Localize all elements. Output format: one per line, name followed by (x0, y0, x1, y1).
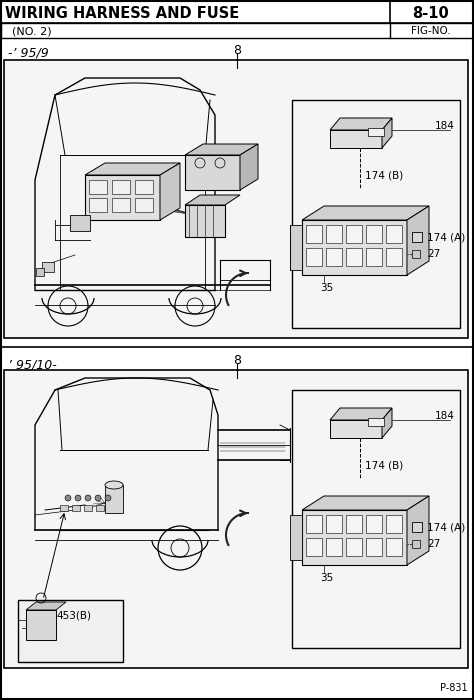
Bar (386, 515, 402, 533)
Text: WIRING HARNESS AND FUSE: WIRING HARNESS AND FUSE (5, 6, 239, 20)
Circle shape (85, 495, 91, 501)
Bar (306, 515, 322, 533)
Polygon shape (85, 163, 180, 175)
Text: 174 (B): 174 (B) (365, 461, 403, 471)
Polygon shape (382, 118, 392, 148)
Bar (330, 420, 382, 438)
Bar (386, 248, 402, 266)
Text: -’ 95/9: -’ 95/9 (8, 47, 49, 60)
Bar (346, 225, 362, 243)
Ellipse shape (105, 481, 123, 489)
Text: 8-10: 8-10 (413, 6, 449, 20)
Bar (89, 180, 107, 194)
Bar (302, 220, 407, 275)
Polygon shape (302, 206, 429, 220)
Polygon shape (407, 206, 429, 275)
Bar (306, 248, 322, 266)
Bar (302, 510, 407, 565)
Polygon shape (407, 496, 429, 565)
Bar (326, 515, 342, 533)
Polygon shape (382, 408, 392, 438)
Bar (185, 205, 225, 237)
Bar (135, 198, 153, 212)
Bar (89, 198, 107, 212)
Bar (386, 538, 402, 556)
Bar (330, 130, 382, 148)
Text: 184: 184 (435, 121, 455, 131)
Bar (290, 225, 302, 270)
Polygon shape (185, 195, 240, 205)
Polygon shape (302, 496, 429, 510)
Bar (96, 505, 104, 511)
Bar (412, 232, 422, 242)
Text: 8: 8 (233, 354, 241, 367)
Bar (185, 155, 240, 190)
Text: ’ 95/10-: ’ 95/10- (8, 358, 57, 371)
Bar (36, 268, 44, 276)
Bar (292, 100, 460, 328)
Text: 174 (A): 174 (A) (427, 232, 465, 242)
Text: 184: 184 (435, 411, 455, 421)
Text: 174 (B): 174 (B) (365, 171, 403, 181)
Text: 35: 35 (320, 283, 333, 293)
Bar (60, 505, 68, 511)
Bar (85, 175, 160, 220)
Bar (292, 390, 460, 648)
Bar (326, 538, 342, 556)
Text: 35: 35 (320, 573, 333, 583)
Bar (306, 225, 322, 243)
Bar (346, 515, 362, 533)
Polygon shape (330, 408, 392, 420)
Bar (105, 485, 123, 513)
Bar (1, 23, 473, 38)
Bar (306, 538, 322, 556)
Text: 27: 27 (427, 249, 440, 259)
Bar (84, 505, 92, 511)
Bar (112, 180, 130, 194)
Text: 174 (A): 174 (A) (427, 522, 465, 532)
Bar (72, 505, 80, 511)
Bar (412, 522, 422, 532)
Bar (346, 248, 362, 266)
Bar (4, 370, 468, 668)
Bar (112, 198, 130, 212)
Polygon shape (185, 144, 258, 155)
Polygon shape (330, 118, 392, 130)
Text: (NO. 2): (NO. 2) (12, 26, 52, 36)
Polygon shape (240, 144, 258, 190)
Bar (326, 248, 342, 266)
Circle shape (105, 495, 111, 501)
Bar (368, 128, 384, 136)
Bar (366, 515, 382, 533)
Bar (326, 225, 342, 243)
Bar (4, 60, 468, 338)
Bar (346, 538, 362, 556)
Bar (135, 180, 153, 194)
Bar (1, 1, 473, 23)
Text: FIG-NO.: FIG-NO. (411, 26, 451, 36)
Text: 453(B): 453(B) (56, 610, 91, 620)
Bar (290, 515, 302, 560)
Bar (412, 250, 420, 258)
Polygon shape (26, 602, 66, 610)
Bar (368, 418, 384, 426)
Polygon shape (160, 163, 180, 220)
Circle shape (95, 495, 101, 501)
Bar (366, 248, 382, 266)
Text: 8: 8 (233, 44, 241, 57)
Bar (412, 540, 420, 548)
Text: 27: 27 (427, 539, 440, 549)
Bar (18, 600, 123, 662)
Bar (366, 538, 382, 556)
Bar (42, 262, 54, 272)
Bar (386, 225, 402, 243)
Bar (366, 225, 382, 243)
Bar (26, 610, 56, 640)
Text: P-831: P-831 (440, 683, 468, 693)
Circle shape (75, 495, 81, 501)
Circle shape (65, 495, 71, 501)
Bar (70, 215, 90, 231)
